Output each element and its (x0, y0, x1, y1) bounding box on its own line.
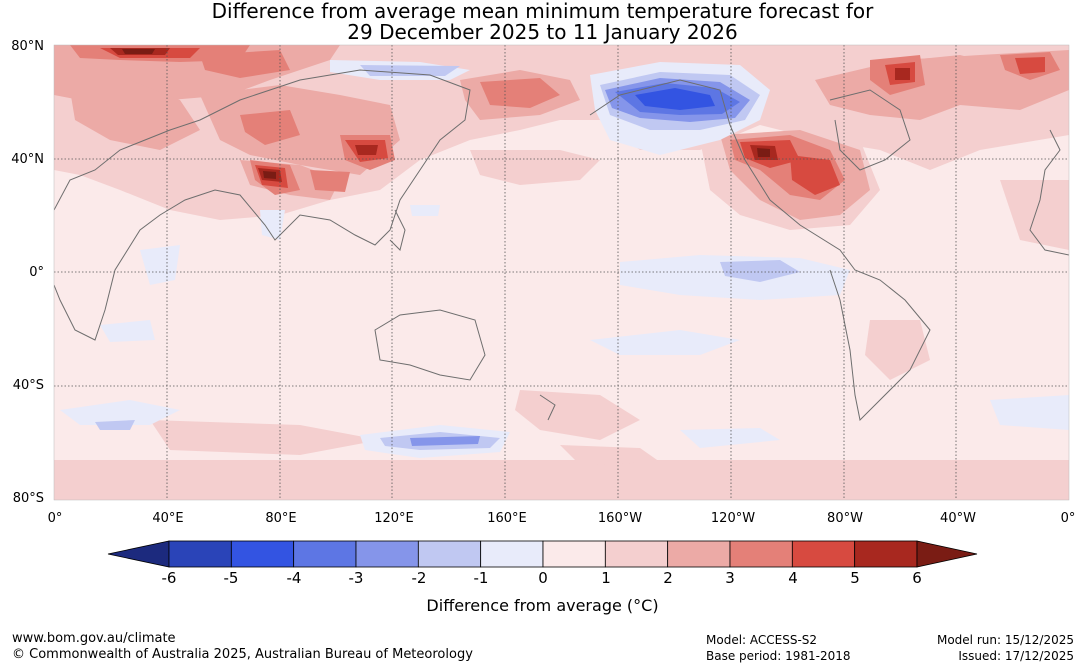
colorbar-tick-label: -3 (348, 569, 364, 587)
colorbar-title: Difference from average (°C) (426, 596, 659, 615)
lon-label-0-east: 0° (1060, 511, 1076, 526)
lat-label-40n: 40°N (11, 152, 44, 167)
colorbar-segment (230, 540, 295, 568)
colorbar-tick-label: -5 (223, 569, 239, 587)
footer-model-run: Model run: 15/12/2025 (936, 633, 1074, 647)
map-title-line-2: 29 December 2025 to 11 January 2026 (347, 20, 738, 44)
lat-label-40s: 40°S (12, 378, 44, 393)
colorbar-segment (604, 540, 669, 568)
colorbar-segment (417, 540, 482, 568)
lon-label-120e: 120°E (374, 511, 414, 526)
colorbar-segment (729, 540, 793, 568)
coastlines (54, 69, 1069, 422)
colorbar-tick-label: 2 (663, 569, 673, 587)
colorbar-tick-label: 4 (788, 569, 798, 587)
colorbar-tick-label: -4 (286, 569, 302, 587)
footer-base-period: Base period: 1981-2018 (706, 649, 851, 663)
colorbar-segment (480, 540, 544, 568)
lon-label-40w: 40°W (940, 511, 976, 526)
colorbar-segment (542, 540, 606, 568)
anomaly-band-minus5-to-minus4 (635, 88, 715, 110)
footer-model: Model: ACCESS-S2 (706, 633, 818, 647)
footer-issued: Issued: 17/12/2025 (958, 649, 1074, 663)
colorbar-tick-label: -6 (161, 569, 177, 587)
map-field (54, 45, 1069, 500)
colorbar-segment (791, 540, 856, 568)
colorbar-tick-label: 0 (538, 569, 548, 587)
lon-label-0-west: 0° (47, 511, 63, 526)
colorbar-tick-label: 1 (601, 569, 611, 587)
anomaly-band-above-6 (122, 49, 770, 179)
colorbar-tick-label: 6 (912, 569, 922, 587)
map-frame (53, 44, 1070, 501)
graticule (54, 45, 1069, 500)
lat-label-0: 0° (29, 265, 44, 280)
lon-label-160e: 160°E (487, 511, 527, 526)
map-title-line-1: Difference from average mean minimum tem… (211, 0, 874, 23)
colorbar-tick-label: -2 (411, 569, 427, 587)
lon-label-120w: 120°W (710, 511, 756, 526)
lat-label-80n: 80°N (11, 39, 44, 54)
colorbar-segment (667, 540, 731, 568)
lon-label-80w: 80°W (827, 511, 863, 526)
colorbar (107, 540, 978, 568)
lon-label-80e: 80°E (265, 511, 297, 526)
lon-label-160w: 160°W (597, 511, 643, 526)
colorbar-segment (355, 540, 419, 568)
colorbar-extend-high (916, 540, 978, 568)
colorbar-segment (854, 540, 918, 568)
colorbar-tick-label: 5 (850, 569, 860, 587)
colorbar-tick-label: -1 (473, 569, 489, 587)
colorbar-tick-label: 3 (725, 569, 735, 587)
footer-url: www.bom.gov.au/climate (12, 631, 176, 646)
colorbar-extend-low (107, 540, 170, 568)
lon-label-40e: 40°E (152, 511, 184, 526)
footer-copyright: © Commonwealth of Australia 2025, Austra… (12, 647, 473, 662)
colorbar-segment (168, 540, 232, 568)
lat-label-80s: 80°S (12, 491, 44, 506)
colorbar-segment (293, 540, 357, 568)
